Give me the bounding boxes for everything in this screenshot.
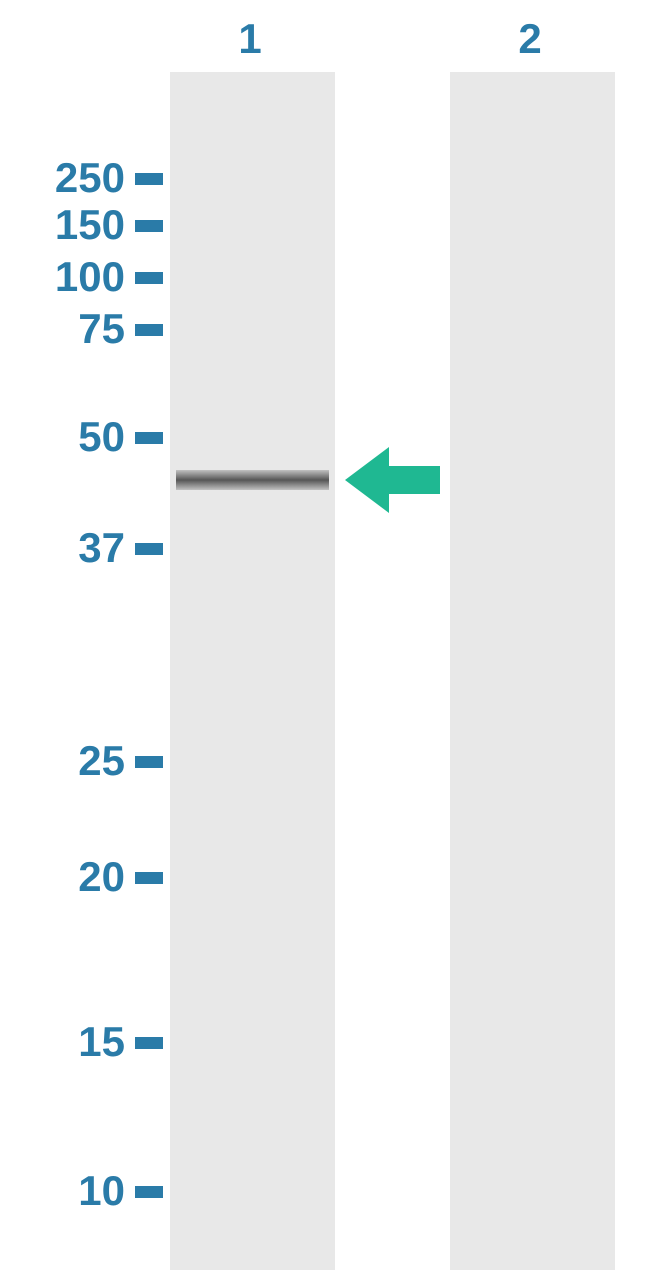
marker-tick-37 [135,543,163,555]
marker-label-75: 75 [0,305,125,353]
marker-label-25: 25 [0,737,125,785]
band-arrow-icon [345,447,440,513]
marker-label-150: 150 [0,201,125,249]
marker-tick-10 [135,1186,163,1198]
marker-label-100: 100 [0,253,125,301]
marker-tick-25 [135,756,163,768]
lane-header-1: 1 [220,15,280,63]
marker-label-15: 15 [0,1018,125,1066]
marker-tick-100 [135,272,163,284]
marker-label-250: 250 [0,154,125,202]
marker-label-37: 37 [0,524,125,572]
marker-tick-250 [135,173,163,185]
lane-2 [450,72,615,1270]
blot-container: 1 2 25015010075 50 37 25 20 15 10 [0,0,650,1270]
band-1 [176,470,329,490]
marker-tick-20 [135,872,163,884]
marker-label-10: 10 [0,1167,125,1215]
marker-tick-50 [135,432,163,444]
marker-label-20: 20 [0,853,125,901]
marker-tick-150 [135,220,163,232]
lane-header-2: 2 [500,15,560,63]
marker-tick-15 [135,1037,163,1049]
lane-1 [170,72,335,1270]
marker-tick-75 [135,324,163,336]
marker-label-50: 50 [0,413,125,461]
